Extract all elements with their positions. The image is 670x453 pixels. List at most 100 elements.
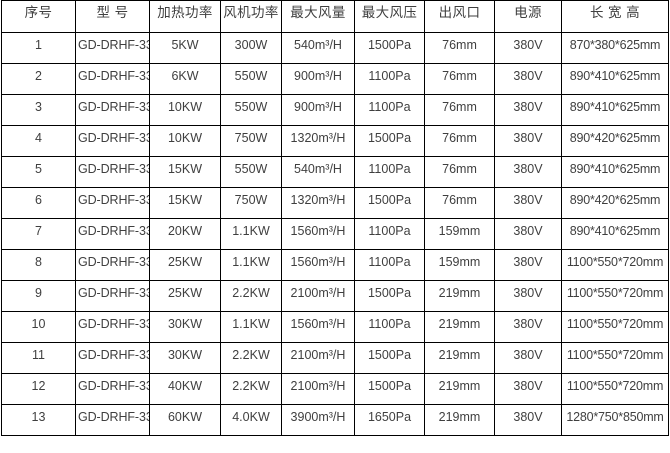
cell-heat: 40KW	[149, 373, 221, 405]
column-header-label: 型 号	[96, 5, 129, 20]
cell-fan: 750W	[220, 125, 282, 157]
cell-flow: 540m³/H	[281, 32, 355, 64]
cell-heat: 10KW	[149, 125, 221, 157]
cell-press: 1500Pa	[354, 342, 425, 374]
cell-dims: 1100*550*720mm	[561, 249, 669, 281]
cell-press: 1100Pa	[354, 63, 425, 95]
table-row: 1GD-DRHF-3380-65KW300W540m³/H1500Pa76mm3…	[1, 32, 669, 64]
cell-dims: 1100*550*720mm	[561, 373, 669, 405]
column-header-label: 最大风压	[361, 5, 418, 20]
cell-outlet: 159mm	[424, 218, 495, 250]
table-header-row: 序号 型 号 加热功率 风机功率 最大风量 最大风压 出风口 电源 长 宽 高	[1, 0, 669, 33]
cell-fan: 1.1KW	[220, 311, 282, 343]
cell-fan: 2.2KW	[220, 373, 282, 405]
cell-index: 12	[1, 373, 76, 405]
cell-fan: 300W	[220, 32, 282, 64]
table-row: 2GD-DRHF-3380-66KW550W900m³/H1100Pa76mm3…	[1, 63, 669, 95]
cell-model: GD-DRHF-3380-6	[75, 32, 150, 64]
column-header-index: 序号	[1, 0, 76, 33]
table-row: 11GD-DRHF-3380-3030KW2.2KW2100m³/H1500Pa…	[1, 342, 669, 374]
cell-index: 8	[1, 249, 76, 281]
cell-power: 380V	[494, 311, 562, 343]
cell-index: 10	[1, 311, 76, 343]
cell-model: GD-DRHF-3380-20	[75, 218, 150, 250]
cell-flow: 2100m³/H	[281, 280, 355, 312]
cell-press: 1100Pa	[354, 94, 425, 126]
cell-dims: 870*380*625mm	[561, 32, 669, 64]
table-row: 12GD-DRHF-3380-4040KW2.2KW2100m³/H1500Pa…	[1, 373, 669, 405]
cell-outlet: 219mm	[424, 311, 495, 343]
cell-outlet: 219mm	[424, 342, 495, 374]
cell-dims: 890*420*625mm	[561, 187, 669, 219]
cell-flow: 3900m³/H	[281, 404, 355, 436]
cell-outlet: 219mm	[424, 280, 495, 312]
cell-power: 380V	[494, 63, 562, 95]
cell-heat: 30KW	[149, 342, 221, 374]
cell-index: 2	[1, 63, 76, 95]
cell-power: 380V	[494, 125, 562, 157]
column-header-press: 最大风压	[354, 0, 425, 33]
cell-index: 13	[1, 404, 76, 436]
cell-heat: 30KW	[149, 311, 221, 343]
cell-dims: 1100*550*720mm	[561, 280, 669, 312]
column-header-label: 电源	[514, 5, 542, 20]
cell-dims: 890*410*625mm	[561, 94, 669, 126]
cell-power: 380V	[494, 404, 562, 436]
cell-index: 1	[1, 32, 76, 64]
cell-power: 380V	[494, 156, 562, 188]
cell-fan: 4.0KW	[220, 404, 282, 436]
cell-flow: 540m³/H	[281, 156, 355, 188]
cell-flow: 2100m³/H	[281, 373, 355, 405]
cell-fan: 1.1KW	[220, 218, 282, 250]
cell-index: 7	[1, 218, 76, 250]
cell-dims: 890*410*625mm	[561, 63, 669, 95]
cell-heat: 15KW	[149, 187, 221, 219]
cell-heat: 25KW	[149, 280, 221, 312]
cell-heat: 6KW	[149, 63, 221, 95]
cell-outlet: 76mm	[424, 94, 495, 126]
cell-flow: 1560m³/H	[281, 311, 355, 343]
cell-fan: 2.2KW	[220, 280, 282, 312]
cell-outlet: 76mm	[424, 156, 495, 188]
cell-power: 380V	[494, 280, 562, 312]
cell-flow: 900m³/H	[281, 63, 355, 95]
cell-press: 1100Pa	[354, 218, 425, 250]
column-header-label: 长 宽 高	[589, 5, 640, 20]
cell-dims: 890*420*625mm	[561, 125, 669, 157]
cell-index: 11	[1, 342, 76, 374]
cell-outlet: 219mm	[424, 373, 495, 405]
cell-heat: 5KW	[149, 32, 221, 64]
cell-press: 1500Pa	[354, 125, 425, 157]
table-body: 1GD-DRHF-3380-65KW300W540m³/H1500Pa76mm3…	[1, 32, 669, 436]
cell-power: 380V	[494, 218, 562, 250]
cell-dims: 1280*750*850mm	[561, 404, 669, 436]
cell-flow: 1560m³/H	[281, 249, 355, 281]
cell-power: 380V	[494, 249, 562, 281]
cell-flow: 1320m³/H	[281, 187, 355, 219]
cell-flow: 900m³/H	[281, 94, 355, 126]
table-row: 4GD-DRHF-3380-1010KW750W1320m³/H1500Pa76…	[1, 125, 669, 157]
cell-press: 1650Pa	[354, 404, 425, 436]
cell-heat: 60KW	[149, 404, 221, 436]
column-header-label: 加热功率	[157, 5, 213, 20]
cell-heat: 10KW	[149, 94, 221, 126]
cell-index: 5	[1, 156, 76, 188]
cell-index: 9	[1, 280, 76, 312]
cell-fan: 1.1KW	[220, 249, 282, 281]
cell-fan: 550W	[220, 63, 282, 95]
column-header-dims: 长 宽 高	[561, 0, 669, 33]
table-row: 5GD-DRHF-3380-1515KW550W540m³/H1100Pa76m…	[1, 156, 669, 188]
cell-fan: 550W	[220, 94, 282, 126]
column-header-outlet: 出风口	[424, 0, 495, 33]
cell-press: 1100Pa	[354, 311, 425, 343]
cell-power: 380V	[494, 187, 562, 219]
cell-dims: 890*410*625mm	[561, 156, 669, 188]
cell-flow: 1320m³/H	[281, 125, 355, 157]
cell-model: GD-DRHF-3380-25	[75, 280, 150, 312]
cell-dims: 890*410*625mm	[561, 218, 669, 250]
cell-model: GD-DRHF-3380-25	[75, 249, 150, 281]
cell-fan: 2.2KW	[220, 342, 282, 374]
cell-outlet: 159mm	[424, 249, 495, 281]
cell-dims: 1100*550*720mm	[561, 342, 669, 374]
cell-press: 1500Pa	[354, 187, 425, 219]
